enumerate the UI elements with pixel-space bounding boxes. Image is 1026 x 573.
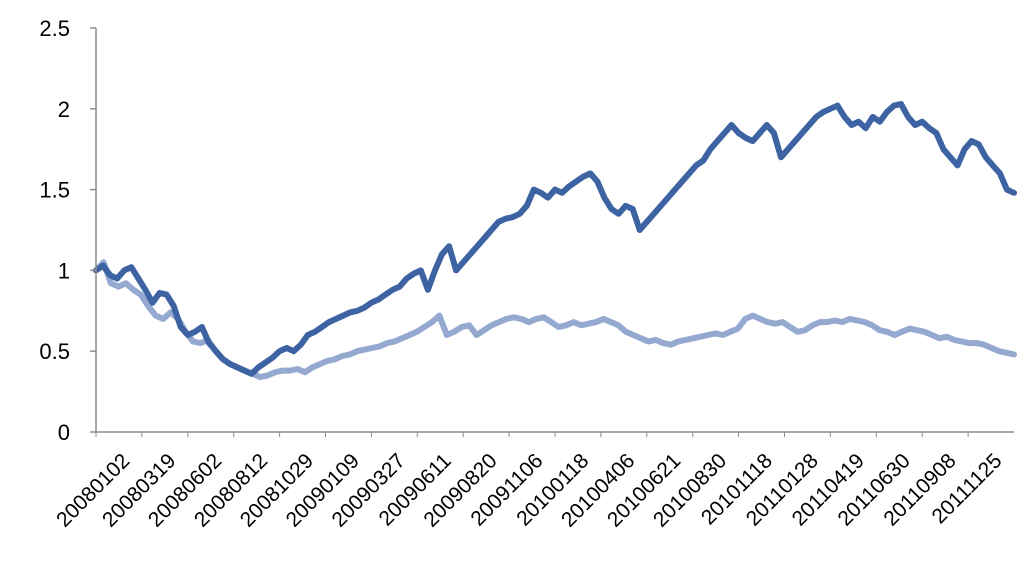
series-1-line	[93, 101, 1017, 377]
y-tick-label: 2.5	[39, 16, 70, 41]
y-tick-label: 1	[58, 258, 70, 283]
y-tick-layer: 0 0.5 1 1.5 2 2.5	[39, 16, 96, 445]
x-tick-layer: 2008010220080319200806022008081220081029…	[52, 432, 1007, 532]
y-tick-label: 2	[58, 97, 70, 122]
y-tick-label: 0	[58, 420, 70, 445]
series-layer	[93, 101, 1017, 381]
y-tick-label: 0.5	[39, 339, 70, 364]
series-2-line	[93, 259, 1017, 381]
y-tick-label: 1.5	[39, 178, 70, 203]
